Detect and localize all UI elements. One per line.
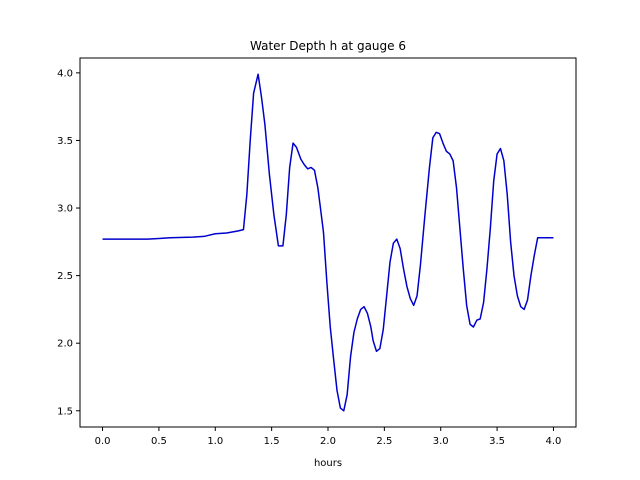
x-tick-label: 3.5	[489, 436, 505, 447]
plot-area	[102, 73, 554, 412]
x-tick-label: 3.0	[433, 436, 449, 447]
chart-title: Water Depth h at gauge 6	[250, 39, 406, 53]
y-tick-label: 4.0	[57, 68, 73, 79]
x-tick-label: 2.0	[320, 436, 336, 447]
x-tick-label: 1.0	[207, 436, 223, 447]
x-axis: 0.0 0.5 1.0 1.5 2.0 2.5 3.0 3.5 4.0	[95, 427, 562, 447]
y-tick-label: 2.5	[57, 271, 73, 282]
x-tick-label: 0.5	[151, 436, 167, 447]
y-tick-label: 1.5	[57, 406, 73, 417]
y-tick-label: 3.5	[57, 136, 73, 147]
x-tick-label: 4.0	[546, 436, 562, 447]
x-tick-label: 0.0	[95, 436, 111, 447]
x-tick-label: 1.5	[264, 436, 280, 447]
plot-frame	[79, 57, 577, 428]
x-axis-label: hours	[314, 458, 342, 469]
y-tick-label: 3.0	[57, 204, 73, 215]
y-axis: 1.5 2.0 2.5 3.0 3.5 4.0	[57, 68, 80, 417]
y-tick-label: 2.0	[57, 339, 73, 350]
x-tick-label: 2.5	[376, 436, 392, 447]
series-line-0	[102, 73, 554, 412]
